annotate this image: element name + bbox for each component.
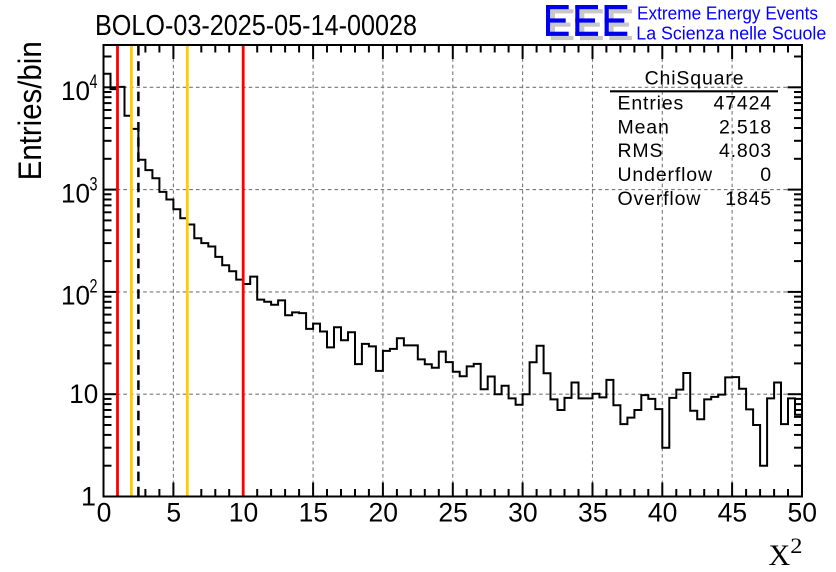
svg-text:Mean: Mean (618, 116, 670, 138)
svg-text:X: X (769, 539, 791, 572)
svg-text:1845: 1845 (725, 188, 772, 210)
svg-text:La Scienza nelle Scuole: La Scienza nelle Scuole (636, 23, 826, 43)
svg-text:5: 5 (166, 497, 181, 527)
svg-text:Entries: Entries (618, 92, 685, 114)
svg-text:1: 1 (81, 482, 96, 512)
svg-text:45: 45 (718, 497, 747, 527)
svg-text:4.803: 4.803 (719, 140, 772, 162)
svg-text:4: 4 (90, 72, 98, 93)
svg-text:RMS: RMS (618, 140, 664, 162)
svg-text:30: 30 (508, 497, 537, 527)
svg-text:2: 2 (790, 533, 802, 558)
svg-text:50: 50 (788, 497, 817, 527)
svg-text:15: 15 (299, 497, 328, 527)
svg-text:35: 35 (578, 497, 607, 527)
svg-text:Underflow: Underflow (618, 164, 714, 186)
svg-text:47424: 47424 (714, 92, 772, 114)
svg-text:25: 25 (438, 497, 467, 527)
svg-text:10: 10 (69, 379, 98, 409)
svg-text:40: 40 (648, 497, 677, 527)
svg-text:Entries/bin: Entries/bin (12, 41, 48, 180)
svg-text:0: 0 (97, 497, 112, 527)
svg-text:2.518: 2.518 (719, 116, 772, 138)
svg-text:Extreme Energy Events: Extreme Energy Events (637, 3, 818, 23)
svg-text:20: 20 (368, 497, 397, 527)
svg-text:10: 10 (61, 281, 90, 311)
svg-text:10: 10 (229, 497, 258, 527)
svg-text:10: 10 (61, 76, 90, 106)
svg-text:0: 0 (760, 164, 772, 186)
svg-text:Overflow: Overflow (618, 188, 702, 210)
svg-text:3: 3 (90, 174, 98, 195)
svg-text:BOLO-03-2025-05-14-00028: BOLO-03-2025-05-14-00028 (95, 10, 417, 42)
svg-text:ChiSquare: ChiSquare (645, 67, 745, 89)
svg-text:10: 10 (61, 178, 90, 208)
svg-text:2: 2 (90, 277, 98, 298)
